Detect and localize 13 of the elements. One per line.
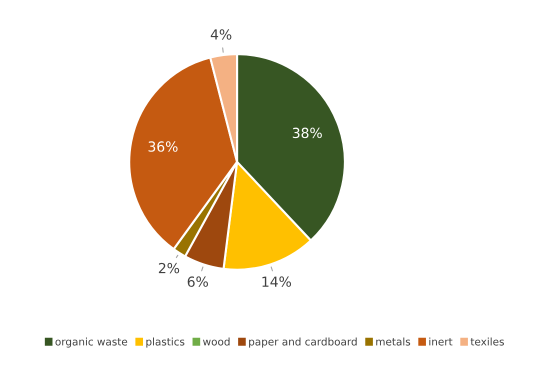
- data-label: 14%: [262, 276, 292, 287]
- data-label: 38%: [292, 128, 322, 138]
- legend-label: organic waste: [55, 338, 128, 348]
- data-label: 4%: [210, 29, 232, 40]
- legend-label: metals: [376, 338, 410, 346]
- data-label: 6%: [188, 276, 208, 287]
- legend-label: wood: [203, 338, 230, 346]
- legend-label: paper and cardboard: [249, 338, 357, 348]
- data-label: 2%: [158, 262, 180, 274]
- legend-label: plastics: [146, 338, 184, 348]
- legend-label: inert: [429, 338, 452, 346]
- legend-label: texiles: [470, 338, 504, 346]
- data-label: 36%: [148, 141, 178, 152]
